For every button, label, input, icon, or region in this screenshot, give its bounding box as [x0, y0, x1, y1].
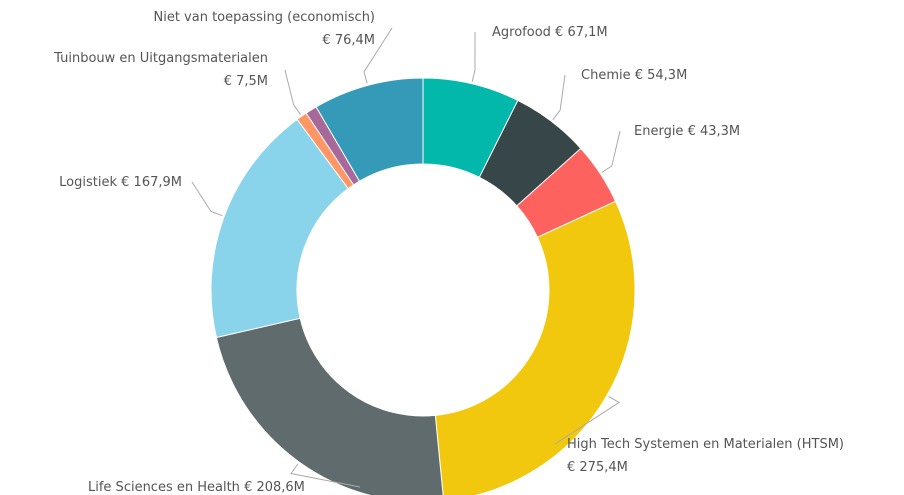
label-value: € 67,1M: [555, 25, 608, 40]
label-value: € 167,9M: [121, 175, 182, 190]
donut-segment: [434, 200, 636, 495]
leader-line: [290, 463, 361, 488]
leader-line: [554, 396, 621, 445]
data-label: Tuinbouw en Uitgangsmaterialen € 7,5M: [53, 51, 268, 89]
label-value: € 43,3M: [688, 124, 741, 139]
label-category: Logistiek: [59, 175, 117, 190]
label-value: € 208,6M: [244, 480, 305, 495]
leader-line: [552, 74, 566, 121]
label-value: € 76,4M: [322, 33, 375, 48]
donut-segment: [315, 77, 424, 182]
data-label: Life Sciences en Health € 208,6M: [88, 480, 305, 495]
data-label: Chemie € 54,3M: [581, 68, 687, 83]
label-category: Life Sciences en Health: [88, 480, 240, 495]
label-category: Chemie: [581, 68, 631, 83]
leader-line: [363, 27, 393, 84]
data-label: High Tech Systemen en Materialen (HTSM) €…: [567, 437, 844, 475]
leader-line: [471, 31, 476, 82]
label-category: Agrofood: [492, 25, 551, 40]
data-label: Logistiek € 167,9M: [59, 175, 182, 190]
donut-segment: [210, 118, 349, 339]
leader-line: [191, 181, 223, 217]
label-category: Niet van toepassing (economisch): [153, 10, 375, 25]
label-value: € 54,3M: [635, 68, 688, 83]
label-category: Tuinbouw en Uitgangsmaterialen: [53, 51, 268, 66]
label-category: Energie: [634, 124, 683, 139]
label-value: € 275,4M: [567, 460, 628, 475]
data-label: Niet van toepassing (economisch) € 76,4M: [153, 10, 375, 48]
label-value: € 7,5M: [224, 74, 268, 89]
leader-line: [284, 69, 301, 115]
leader-line: [601, 130, 621, 173]
data-label: Agrofood € 67,1M: [492, 25, 608, 40]
label-category: High Tech Systemen en Materialen (HTSM): [567, 437, 844, 452]
donut-segment: [215, 317, 444, 495]
data-label: Energie € 43,3M: [634, 124, 740, 139]
